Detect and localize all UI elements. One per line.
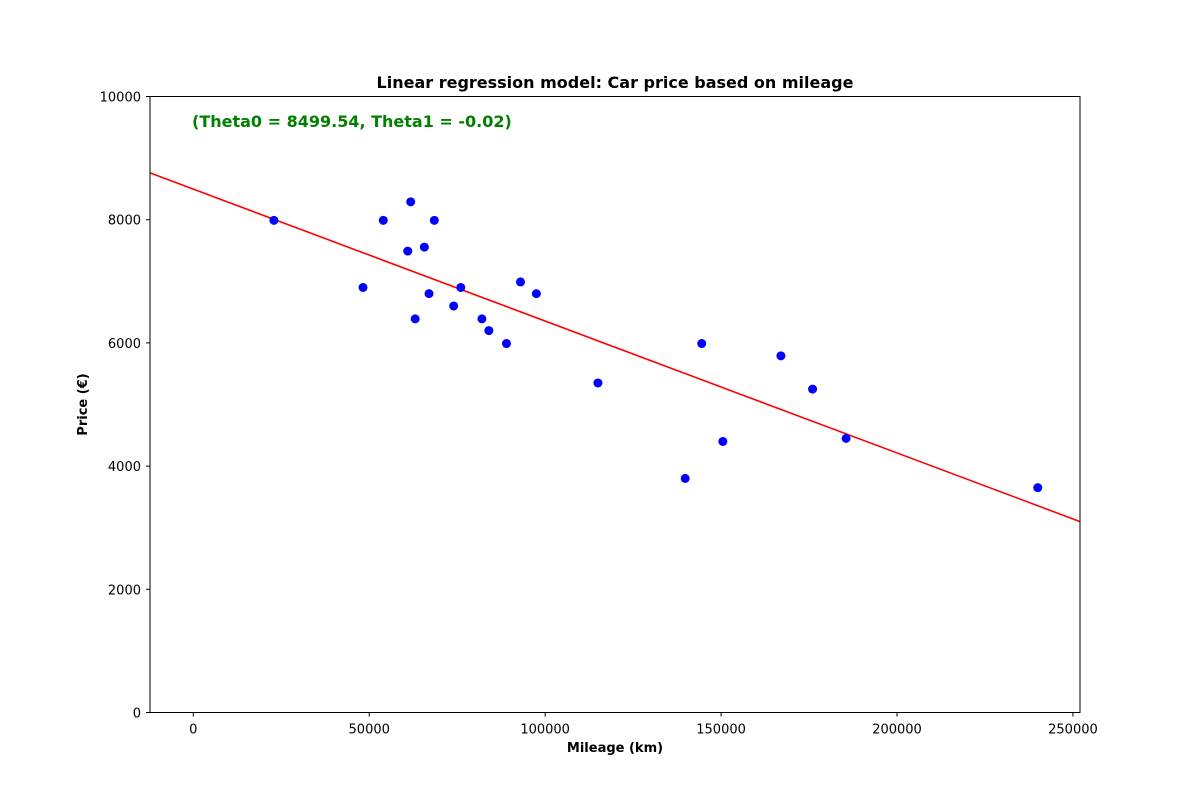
data-point-10 [449, 301, 459, 311]
data-point-5 [403, 246, 413, 256]
data-point-2 [358, 282, 368, 292]
plot-frame [149, 96, 1081, 713]
data-point-13 [484, 326, 494, 336]
plot-background [150, 96, 1080, 713]
data-point-8 [456, 282, 466, 292]
y-tick-label: 2000 [108, 583, 141, 598]
data-point-12 [477, 314, 487, 324]
data-point-3 [378, 215, 388, 225]
y-tick-label: 10000 [100, 91, 141, 106]
x-tick-label: 200000 [872, 723, 922, 738]
data-point-19 [697, 339, 707, 349]
y-tick-label: 0 [133, 707, 141, 722]
data-point-14 [501, 339, 511, 349]
chart-title: Linear regression model: Car price based… [377, 73, 854, 92]
x-tick-label: 250000 [1048, 723, 1098, 738]
data-point-20 [718, 436, 728, 446]
x-tick-label: 100000 [520, 723, 570, 738]
y-axis-title: Price (€) [76, 373, 91, 435]
data-point-15 [516, 277, 526, 287]
model-annotation: (Theta0 = 8499.54, Theta1 = -0.02) [192, 112, 512, 131]
data-point-22 [808, 384, 818, 394]
data-point-11 [410, 314, 420, 324]
x-tick-label: 150000 [696, 723, 746, 738]
x-axis-title: Mileage (km) [567, 741, 663, 756]
y-axis: 0 2000 4000 6000 8000 10000 [100, 91, 150, 722]
data-point-6 [419, 242, 429, 252]
y-tick-label: 8000 [108, 214, 141, 229]
data-point-17 [593, 378, 603, 388]
data-point-1 [269, 215, 279, 225]
regression-line [149, 172, 1081, 523]
scatter-points-layer [269, 197, 1043, 493]
data-point-18 [680, 473, 690, 483]
data-point-23 [841, 433, 851, 443]
x-axis: 0 50000 100000 150000 200000 250000 [189, 712, 1098, 738]
regression-line-layer [149, 172, 1081, 523]
data-point-7 [429, 215, 439, 225]
y-tick-label: 4000 [108, 460, 141, 475]
plot-area: (Theta0 = 8499.54, Theta1 = -0.02) [149, 96, 1081, 713]
y-tick-label: 6000 [108, 337, 141, 352]
data-point-16 [531, 289, 541, 299]
x-tick-label: 50000 [349, 723, 390, 738]
x-tick-label: 0 [189, 723, 197, 738]
data-point-24 [1033, 483, 1043, 493]
data-point-21 [776, 351, 786, 361]
data-point-9 [424, 289, 434, 299]
data-point-4 [406, 197, 416, 207]
